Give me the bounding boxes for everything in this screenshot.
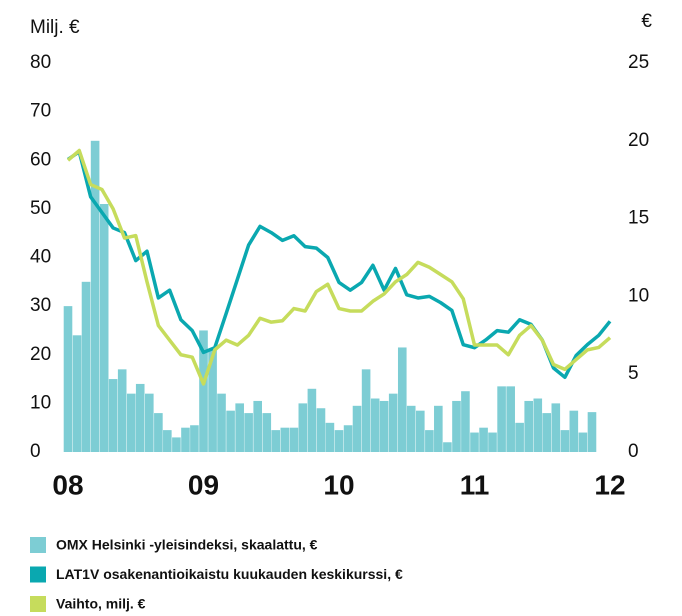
y-tick-label: 20: [30, 344, 51, 365]
bar: [289, 427, 299, 452]
bar: [81, 281, 91, 452]
x-tick-label: 10: [323, 469, 354, 500]
bar: [542, 413, 552, 452]
bar: [108, 379, 118, 452]
bar: [90, 140, 100, 453]
y-tick-label: 60: [30, 149, 51, 170]
bar: [181, 427, 190, 452]
legend-swatch: [30, 566, 46, 583]
y2-tick-label: 15: [628, 208, 649, 229]
legend-label: LAT1V osakenantioikaistu kuukauden keski…: [56, 566, 403, 582]
legend-swatch: [30, 596, 46, 612]
bar: [434, 405, 443, 452]
bar: [406, 405, 416, 452]
x-tick-label: 12: [594, 469, 625, 500]
bar: [99, 204, 109, 452]
bar: [470, 432, 479, 452]
legend-swatch: [30, 537, 46, 553]
legend-label: Vaihto, milj. €: [56, 596, 146, 612]
bar: [343, 425, 353, 452]
bar: [425, 430, 434, 452]
bar: [578, 432, 588, 452]
bar: [524, 400, 533, 452]
bar: [379, 400, 389, 452]
y-tick-label: 70: [30, 101, 51, 122]
bar: [370, 398, 380, 452]
y2-tick-label: 10: [628, 285, 649, 306]
bar: [443, 442, 452, 452]
bar: [271, 430, 281, 452]
line: [67, 149, 612, 380]
bar: [533, 398, 543, 452]
legend-label: OMX Helsinki -yleisindeksi, skaalattu, €: [56, 537, 318, 553]
bar: [452, 400, 461, 452]
bar: [244, 413, 253, 452]
bar: [352, 405, 362, 452]
bar: [461, 391, 470, 452]
bar: [262, 413, 272, 452]
bar: [172, 437, 181, 452]
bar: [253, 400, 262, 452]
bar: [551, 403, 561, 452]
bar: [126, 393, 136, 452]
y-tick-label: 80: [30, 52, 51, 73]
y-axis-title: Milj. €: [30, 17, 80, 38]
bar: [479, 427, 488, 452]
y-tick-label: 40: [30, 247, 51, 268]
bar: [361, 369, 371, 452]
bar: [488, 432, 497, 452]
bar: [190, 425, 199, 452]
y2-axis-title: €: [641, 11, 652, 32]
y-tick-label: 30: [30, 295, 51, 316]
bar: [587, 412, 597, 452]
x-tick-label: 11: [460, 469, 490, 500]
bar: [163, 430, 172, 452]
bar: [154, 413, 163, 452]
y2-tick-label: 5: [628, 363, 639, 384]
bar: [63, 306, 73, 452]
bar: [72, 335, 82, 452]
y2-tick-label: 25: [628, 52, 649, 73]
bar: [388, 393, 398, 452]
bar: [280, 427, 290, 452]
bar: [226, 410, 235, 452]
bar: [217, 393, 226, 452]
bar: [307, 388, 317, 452]
bar: [397, 347, 407, 452]
bar: [235, 403, 244, 452]
bar: [497, 386, 506, 452]
bar: [416, 410, 425, 452]
bar: [316, 408, 326, 452]
y2-tick-label: 20: [628, 130, 649, 151]
bar: [515, 422, 524, 452]
bar: [208, 349, 217, 452]
y-tick-label: 50: [30, 198, 51, 219]
y-tick-label: 0: [30, 441, 41, 462]
bar: [325, 422, 335, 452]
bar: [298, 403, 308, 452]
bar: [117, 369, 127, 452]
bar: [199, 330, 208, 452]
y2-tick-label: 0: [628, 441, 639, 462]
x-tick-label: 09: [188, 469, 219, 500]
y-tick-label: 10: [30, 392, 51, 413]
bar: [569, 410, 579, 452]
bar: [506, 386, 515, 452]
bar: [145, 393, 154, 452]
line: [66, 148, 612, 386]
x-tick-label: 08: [52, 469, 83, 500]
bar: [135, 383, 145, 452]
bar: [560, 430, 570, 452]
bar: [334, 430, 344, 452]
